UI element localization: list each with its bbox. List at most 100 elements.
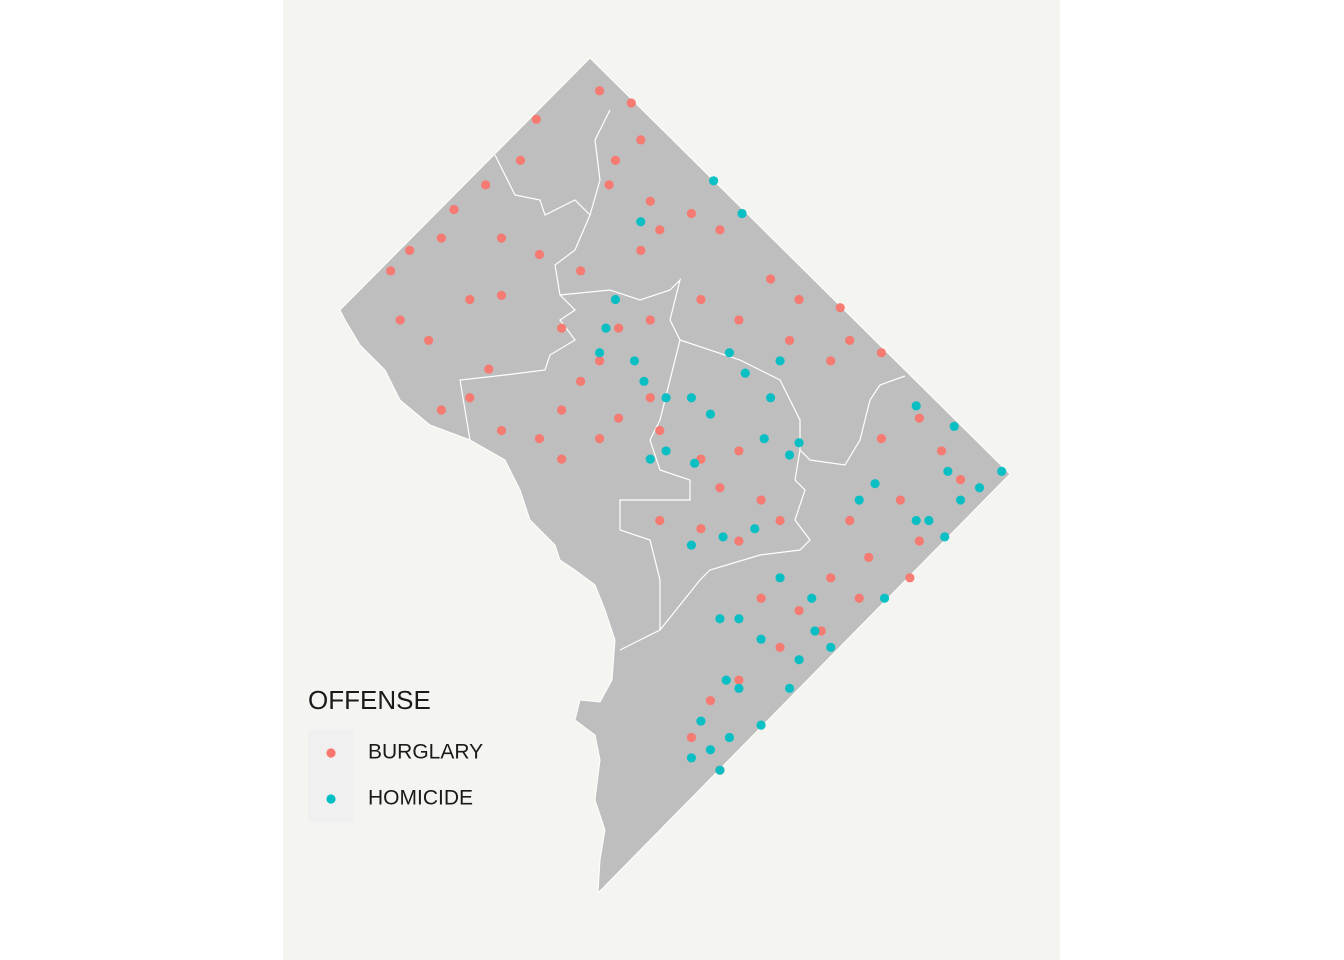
- point: [949, 421, 959, 431]
- point: [626, 98, 636, 108]
- ward-line: [559, 278, 691, 651]
- point: [740, 368, 750, 378]
- point: [924, 515, 934, 526]
- point: [496, 290, 507, 300]
- point: [784, 683, 795, 693]
- ward-line: [679, 339, 906, 466]
- point: [645, 454, 655, 464]
- point: [826, 356, 836, 366]
- point: [794, 605, 804, 616]
- point: [734, 446, 744, 456]
- point: [734, 675, 744, 685]
- point: [614, 323, 624, 333]
- point: [576, 376, 586, 386]
- point: [737, 208, 747, 219]
- point: [715, 225, 725, 235]
- point: [905, 573, 915, 583]
- point: [465, 294, 475, 305]
- point: [610, 155, 621, 165]
- point: [705, 745, 716, 755]
- point: [879, 593, 890, 603]
- point: [914, 536, 924, 546]
- point: [756, 495, 766, 505]
- point: [775, 573, 785, 583]
- point: [756, 593, 766, 603]
- point: [911, 515, 921, 526]
- point: [601, 323, 611, 333]
- legend-label: BURGLARY: [368, 741, 483, 764]
- point: [655, 425, 665, 436]
- point: [496, 425, 507, 436]
- point: [557, 405, 567, 415]
- legend-title: OFFENSE: [308, 685, 431, 715]
- point: [481, 180, 491, 190]
- point: [775, 642, 785, 652]
- point: [534, 249, 545, 260]
- point: [496, 233, 507, 243]
- ward-line: [589, 109, 611, 216]
- point: [715, 765, 725, 775]
- point: [835, 303, 845, 313]
- point: [765, 274, 776, 284]
- point: [515, 155, 526, 165]
- point: [718, 532, 728, 542]
- legend-marker: [326, 748, 336, 758]
- point: [845, 515, 855, 526]
- point: [895, 495, 905, 505]
- point: [696, 294, 706, 305]
- point: [734, 315, 744, 325]
- point: [734, 683, 744, 693]
- point: [534, 434, 545, 444]
- point: [655, 225, 665, 235]
- point: [724, 732, 735, 743]
- point: [661, 393, 671, 403]
- point: [936, 446, 947, 456]
- point: [784, 450, 795, 460]
- point: [557, 454, 567, 464]
- point: [595, 434, 605, 444]
- point: [531, 114, 541, 124]
- point: [436, 405, 446, 415]
- point: [816, 626, 826, 636]
- point: [395, 315, 405, 325]
- point: [854, 495, 864, 505]
- point: [595, 356, 605, 366]
- point: [436, 233, 446, 243]
- point: [708, 176, 719, 186]
- point: [705, 409, 716, 419]
- point: [696, 716, 706, 726]
- point: [610, 294, 621, 305]
- point: [484, 364, 494, 374]
- point: [721, 675, 731, 685]
- point: [636, 135, 646, 145]
- point: [661, 446, 671, 456]
- point: [696, 524, 706, 534]
- point: [734, 536, 744, 546]
- point: [686, 393, 697, 403]
- point: [775, 356, 785, 366]
- point: [655, 515, 665, 526]
- point: [629, 356, 640, 366]
- point: [645, 196, 655, 206]
- legend: BURGLARY HOMICIDE: [326, 741, 483, 810]
- point: [405, 245, 415, 255]
- point: [974, 483, 985, 493]
- point: [759, 434, 769, 444]
- point: [614, 413, 624, 423]
- point: [734, 614, 744, 624]
- point: [604, 180, 614, 190]
- point: [854, 593, 864, 603]
- point: [870, 479, 880, 489]
- point: [826, 573, 836, 583]
- point: [756, 634, 766, 644]
- point: [756, 720, 766, 730]
- points-layer: [386, 86, 1007, 775]
- point: [826, 642, 836, 652]
- point: [636, 245, 646, 255]
- point: [940, 532, 950, 542]
- point: [686, 732, 697, 743]
- point: [765, 393, 776, 403]
- point: [794, 294, 804, 305]
- point: [645, 315, 655, 325]
